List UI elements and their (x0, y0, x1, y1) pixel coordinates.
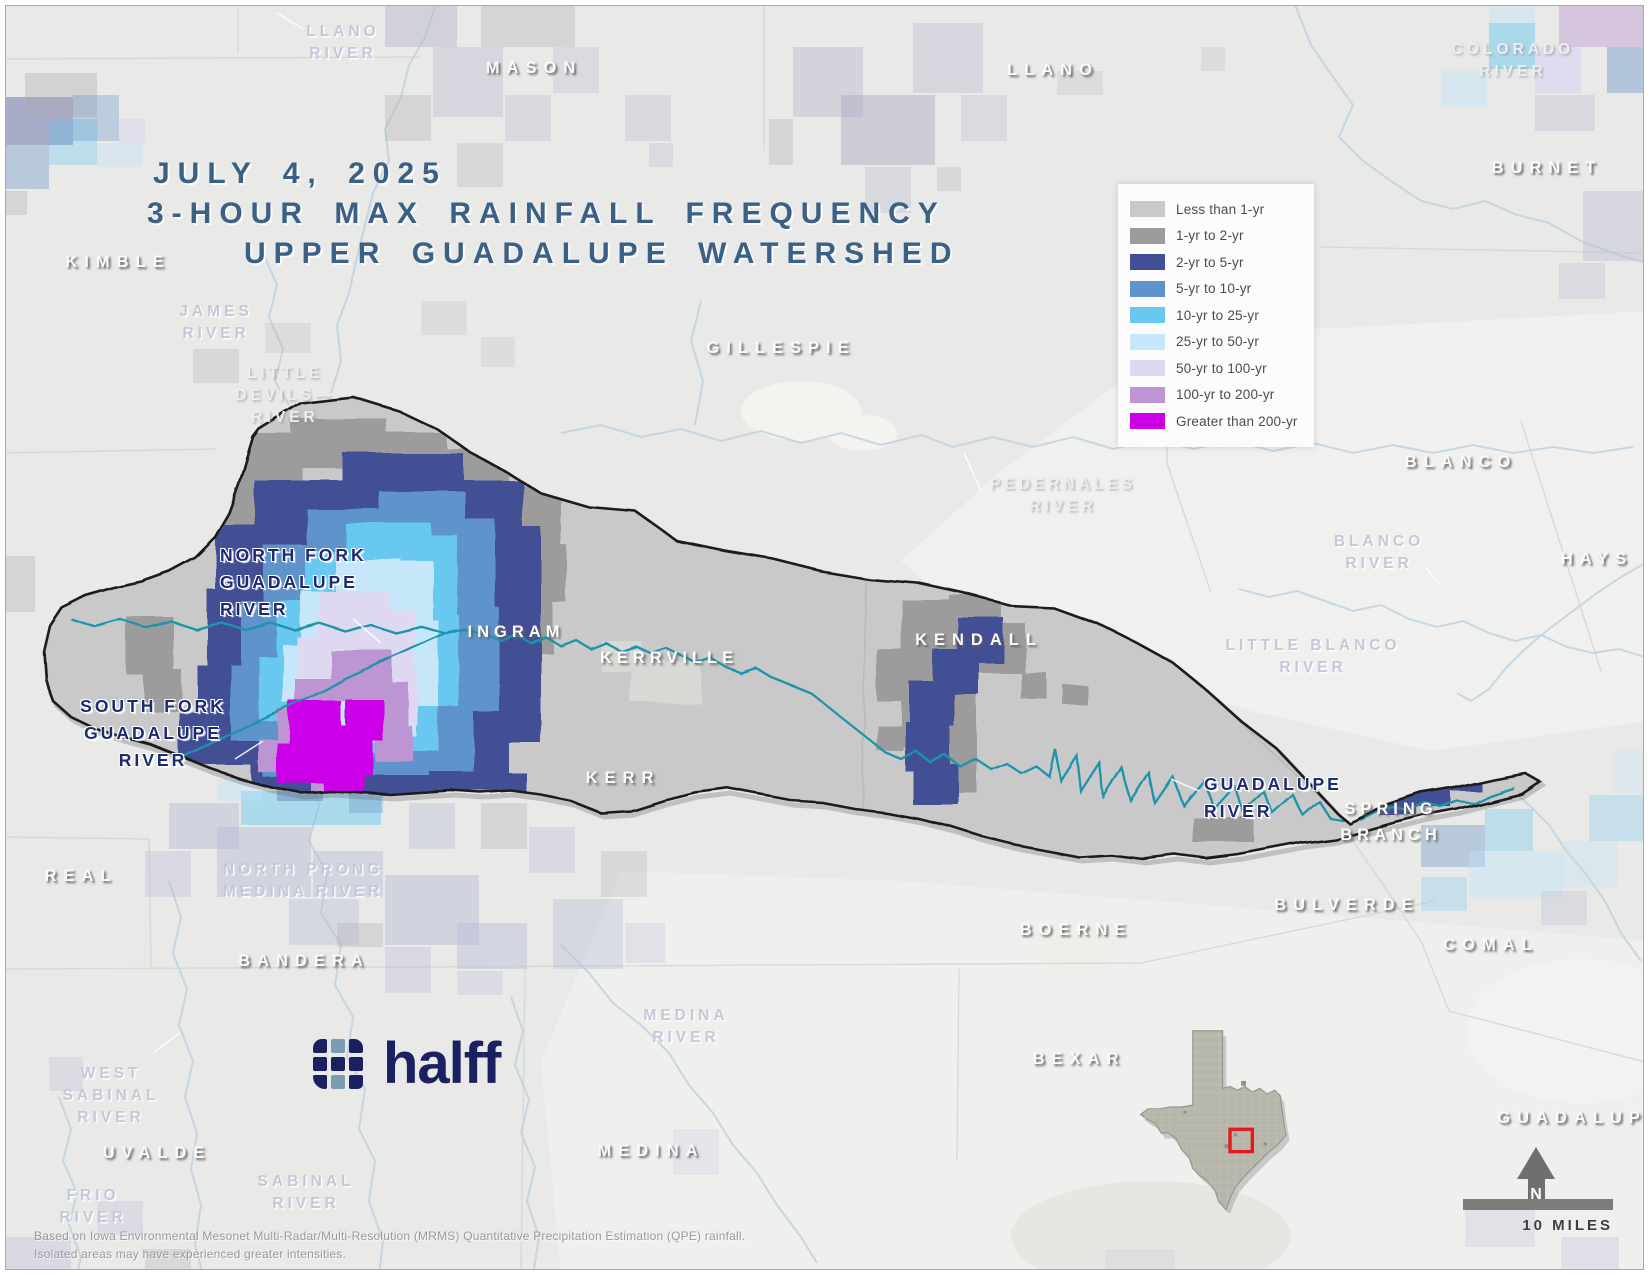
legend-swatch (1130, 386, 1165, 403)
legend-swatch (1130, 360, 1165, 377)
label-leader-lines (152, 12, 1442, 1054)
legend-item: 25-yr to 50-yr (1130, 329, 1314, 356)
legend-label: Greater than 200-yr (1176, 413, 1298, 429)
legend-swatch (1130, 201, 1165, 218)
legend-label: 1-yr to 2-yr (1176, 228, 1244, 244)
legend-swatch (1130, 333, 1165, 350)
map-title-sub: UPPER GUADALUPE WATERSHED (244, 237, 960, 270)
legend-item: 1-yr to 2-yr (1130, 223, 1314, 250)
halff-logo-grid-icon (313, 1039, 363, 1089)
legend-item: 2-yr to 5-yr (1130, 249, 1314, 276)
legend-label: 50-yr to 100-yr (1176, 360, 1267, 376)
legend-item: 5-yr to 10-yr (1130, 276, 1314, 303)
legend-swatch (1130, 227, 1165, 244)
map-title-date: JULY 4, 2025 (153, 157, 447, 190)
map-frame: N MASON LLANO BURNET KIMBLE GILLESPIE BLANCO H… (5, 5, 1644, 1270)
raster-greater-200yr (277, 699, 383, 793)
watershed-map: N (6, 6, 1643, 1269)
footnote-line-2: Isolated areas may have experienced grea… (34, 1247, 347, 1261)
legend-items: Less than 1-yr 1-yr to 2-yr 2-yr to 5-yr 5-… (1130, 196, 1314, 435)
legend-swatch (1130, 307, 1165, 324)
legend-item: 10-yr to 25-yr (1130, 302, 1314, 329)
map-title-main: 3-HOUR MAX RAINFALL FREQUENCY (147, 197, 946, 230)
legend-label: Less than 1-yr (1176, 201, 1265, 217)
legend-label: 5-yr to 10-yr (1176, 281, 1252, 297)
raster-faded-outside (6, 6, 1643, 1269)
texas-county-grid (1140, 1030, 1286, 1210)
watershed-group (41, 395, 1542, 861)
legend-item: 100-yr to 200-yr (1130, 382, 1314, 409)
legend-label: 25-yr to 50-yr (1176, 334, 1260, 350)
north-arrow: N (1517, 1147, 1555, 1203)
legend: Less than 1-yr 1-yr to 2-yr 2-yr to 5-yr 5-… (1118, 184, 1314, 447)
legend-swatch (1130, 254, 1165, 271)
legend-item: Greater than 200-yr (1130, 408, 1314, 435)
halff-logo: halff (313, 1031, 501, 1096)
county-lines (6, 6, 1643, 1269)
legend-label: 100-yr to 200-yr (1176, 387, 1275, 403)
legend-label: 10-yr to 25-yr (1176, 307, 1260, 323)
map-canvas: N MASON LLANO BURNET KIMBLE GILLESPIE BLANCO H… (6, 6, 1643, 1269)
north-arrow-label: N (1530, 1186, 1542, 1203)
legend-item: Less than 1-yr (1130, 196, 1314, 223)
scale-bar-label: 10 MILES (1522, 1217, 1613, 1234)
kerrville-urban-2 (631, 663, 701, 703)
legend-item: 50-yr to 100-yr (1130, 355, 1314, 382)
halff-logo-text: halff (383, 1031, 501, 1096)
study-area-extent-box (1228, 1127, 1254, 1154)
legend-swatch (1130, 413, 1165, 430)
footnote-line-1: Based on Iowa Environmental Mesonet Mult… (34, 1229, 746, 1243)
texas-city-dots (1183, 1080, 1267, 1149)
guadalupe-river-lines (70, 617, 1514, 821)
scale-bar (1463, 1199, 1613, 1210)
texas-locator-inset (1139, 1030, 1290, 1213)
rivers-outside (58, 6, 1643, 1269)
legend-label: 2-yr to 5-yr (1176, 254, 1244, 270)
watershed-boundary (41, 395, 1542, 861)
legend-swatch (1130, 280, 1165, 297)
